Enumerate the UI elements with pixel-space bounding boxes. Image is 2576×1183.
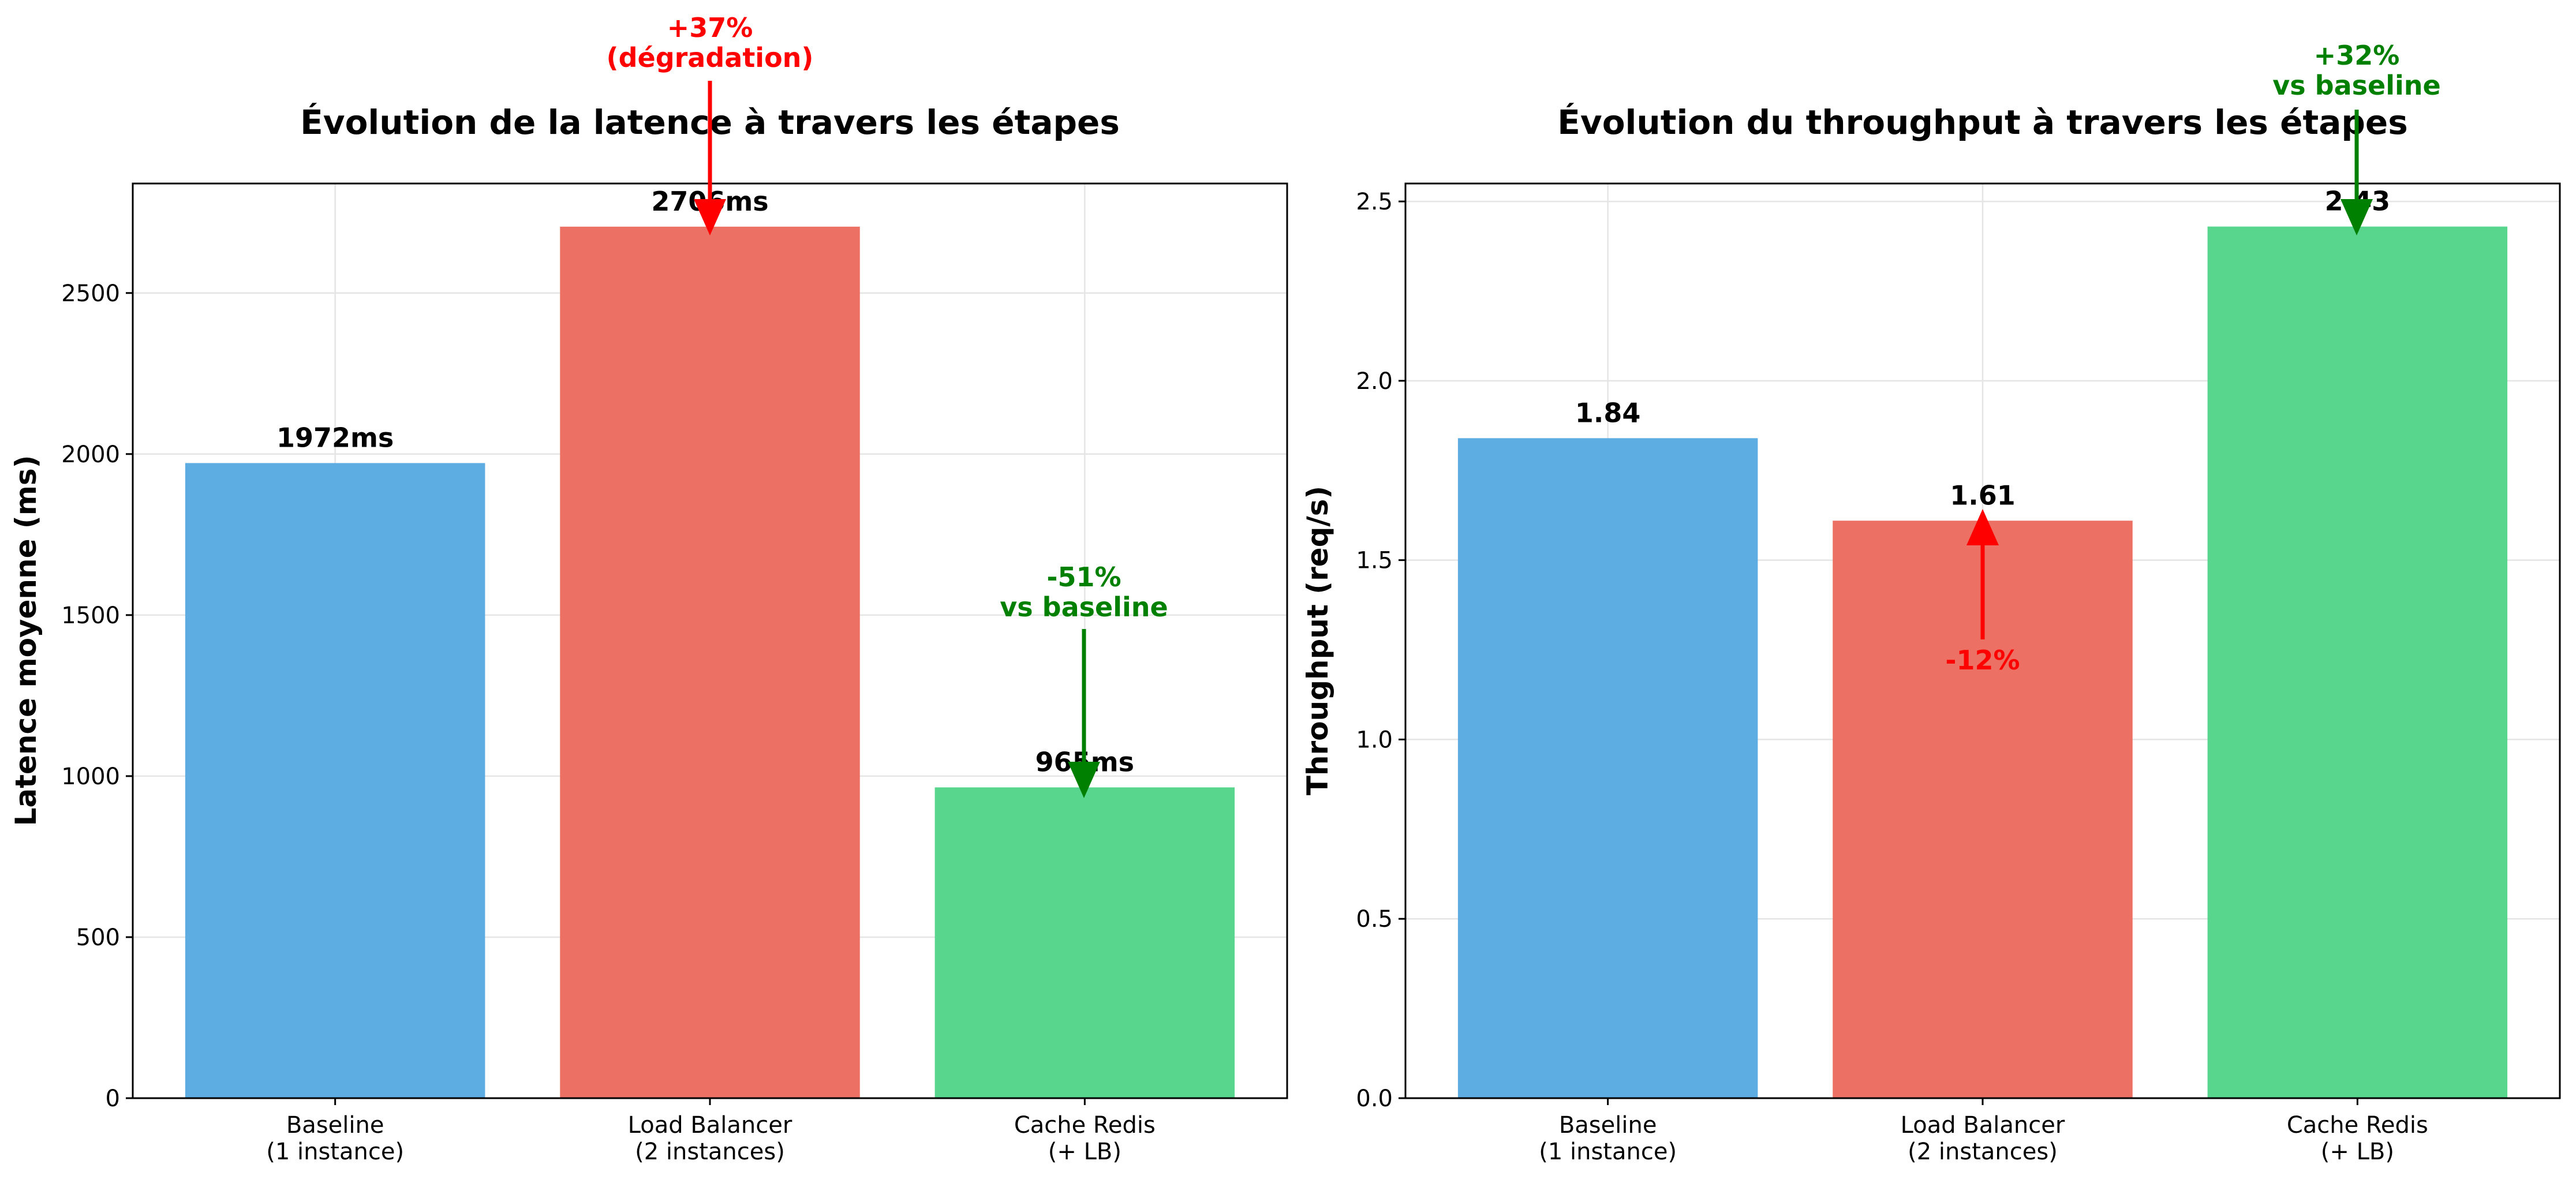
throughput-annotations: -12% +32% vs baseline	[1945, 40, 2440, 676]
latency-chart: Évolution de la latence à travers les ét…	[9, 12, 1288, 1165]
annotation-text: +32% vs baseline	[2272, 40, 2440, 101]
throughput-bars	[1457, 226, 2508, 1098]
y-tick-label: 1.0	[1356, 727, 1393, 753]
latency-annotations: +37% (dégradation) -51% vs baseline	[607, 12, 1168, 798]
bar	[560, 226, 860, 1099]
y-tick-label: 2.5	[1356, 189, 1393, 215]
annotation-text: -12%	[1945, 645, 2020, 676]
y-tick-label: 0.0	[1356, 1085, 1393, 1112]
throughput-x-ticks: Baseline (1 instance) Load Balancer (2 inst…	[1539, 1098, 2428, 1165]
bar	[934, 787, 1235, 1098]
bar	[1457, 438, 1758, 1098]
annotation-text: -51% vs baseline	[1000, 561, 1168, 623]
y-tick-label: 1000	[61, 763, 120, 790]
x-tick-label: Baseline (1 instance)	[1539, 1112, 1677, 1165]
bar-value-label: 1972ms	[276, 422, 394, 453]
x-tick-label: Cache Redis (+ LB)	[1014, 1112, 1156, 1165]
latency-y-axis-label: Latence moyenne (ms)	[9, 455, 43, 826]
y-tick-label: 1.5	[1356, 548, 1393, 574]
bar-value-label: 1.61	[1950, 480, 2016, 511]
y-tick-label: 0.5	[1356, 906, 1393, 933]
bar-value-label: 1.84	[1575, 397, 1641, 428]
annotation-text: +37% (dégradation)	[607, 12, 814, 73]
y-tick-label: 0	[106, 1085, 120, 1112]
latency-x-ticks: Baseline (1 instance) Load Balancer (2 inst…	[266, 1098, 1156, 1165]
throughput-chart-title: Évolution du throughput à travers les ét…	[1557, 102, 2407, 142]
throughput-y-axis-label: Throughput (req/s)	[1301, 486, 1334, 795]
y-tick-label: 2.0	[1356, 368, 1393, 395]
y-tick-label: 2000	[61, 441, 120, 468]
y-tick-label: 500	[76, 924, 120, 951]
x-tick-label: Cache Redis (+ LB)	[2287, 1112, 2428, 1165]
latency-y-ticks: 0 500 1000 1500 2000 2500	[61, 280, 133, 1112]
x-tick-label: Baseline (1 instance)	[266, 1112, 404, 1165]
bar	[185, 463, 485, 1098]
throughput-y-ticks: 0.0 0.5 1.0 1.5 2.0 2.5	[1356, 189, 1405, 1112]
latency-bars	[185, 226, 1235, 1099]
y-tick-label: 1500	[61, 602, 120, 629]
x-tick-label: Load Balancer (2 instances)	[1901, 1112, 2065, 1165]
bar	[2207, 226, 2508, 1098]
y-tick-label: 2500	[61, 280, 120, 307]
x-tick-label: Load Balancer (2 instances)	[628, 1112, 792, 1165]
throughput-chart: Évolution du throughput à travers les ét…	[1301, 40, 2561, 1165]
